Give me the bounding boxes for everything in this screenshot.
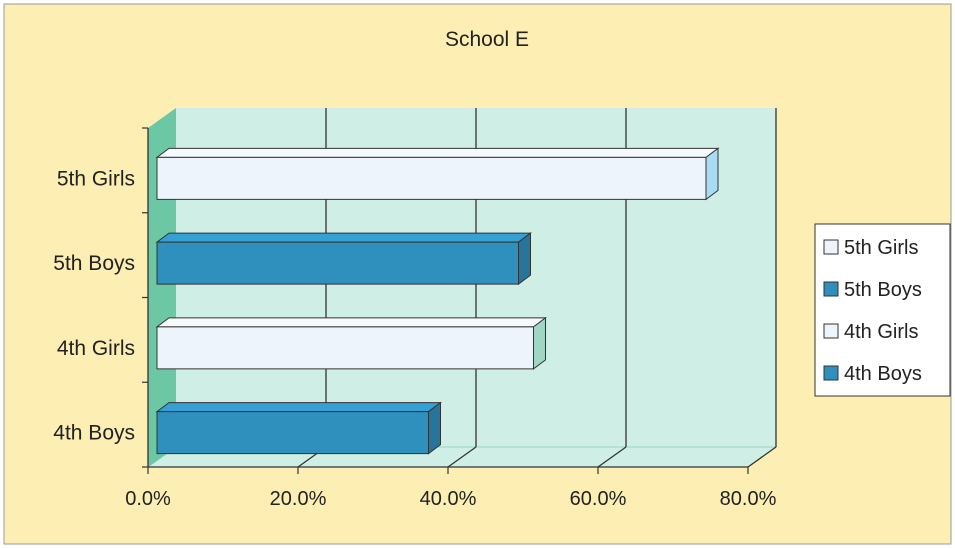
- legend-swatch: [823, 365, 839, 381]
- bar-top: [155, 402, 442, 413]
- legend-label: 4th Boys: [844, 363, 922, 385]
- category-label: 5th Girls: [57, 167, 135, 190]
- bar-side: [518, 232, 531, 286]
- bar-top: [155, 232, 532, 243]
- plot-area: 0.0% 20.0% 40.0% 60.0% 80.0% 5th Girls 5th Boy…: [53, 108, 778, 510]
- x-tick-label: 60.0%: [570, 488, 627, 510]
- gridline-floor: [597, 446, 627, 468]
- bar: [156, 241, 519, 285]
- bar-side: [705, 147, 719, 201]
- legend: 5th Girls 5th Boys 4th Girls 4th Boys: [814, 223, 951, 397]
- category-label: 4th Boys: [53, 422, 135, 445]
- x-tick-label: 40.0%: [420, 488, 477, 510]
- bar-top: [155, 147, 720, 158]
- bar: [156, 411, 429, 455]
- x-tick-label: 80.0%: [720, 488, 777, 510]
- gridline-floor: [447, 446, 477, 468]
- bar-side: [533, 316, 546, 370]
- bar: [156, 156, 707, 200]
- x-tick-label: 20.0%: [270, 488, 327, 510]
- x-tick-label: 0.0%: [125, 488, 171, 510]
- legend-swatch: [823, 239, 839, 255]
- chart-title: School E: [445, 28, 529, 51]
- category-label: 5th Boys: [53, 252, 135, 275]
- legend-label: 5th Girls: [844, 237, 918, 259]
- legend-label: 4th Girls: [844, 321, 918, 343]
- legend-label: 5th Boys: [844, 279, 922, 301]
- bar: [156, 326, 534, 370]
- legend-swatch: [823, 323, 839, 339]
- gridline-floor: [747, 446, 777, 468]
- category-label: 4th Girls: [57, 337, 135, 360]
- bar-side: [428, 401, 441, 455]
- legend-swatch: [823, 281, 839, 297]
- bar-top: [155, 317, 547, 328]
